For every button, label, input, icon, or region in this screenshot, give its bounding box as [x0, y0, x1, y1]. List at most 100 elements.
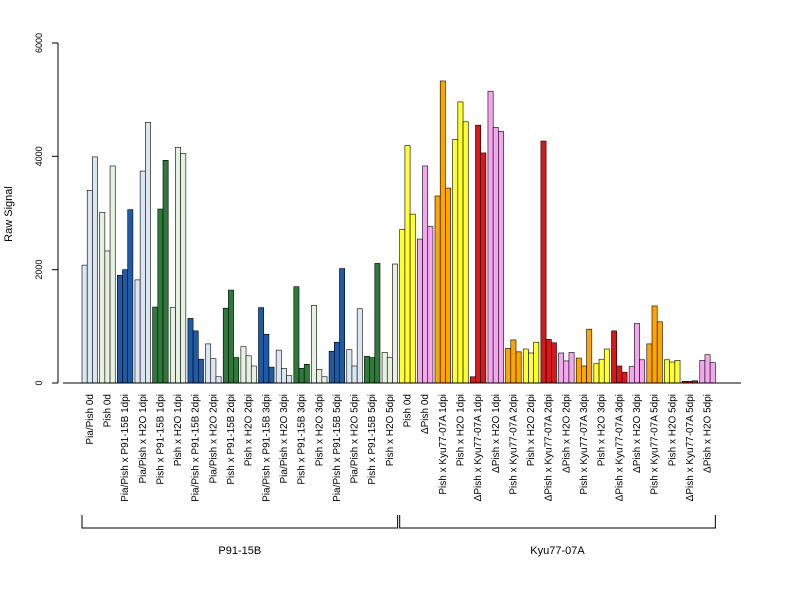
bar	[92, 156, 98, 384]
bar	[492, 127, 499, 384]
y-axis-label: Raw Signal	[3, 186, 15, 242]
bar	[245, 355, 252, 384]
x-tick-label: ΔPish x H2O 5dpi	[703, 394, 714, 473]
bar	[404, 145, 411, 384]
x-tick-label: Pish x Kyu77-07A 2dpi	[508, 394, 519, 495]
bar	[210, 358, 217, 384]
bar	[263, 333, 270, 384]
bar	[498, 131, 504, 384]
bar	[233, 357, 240, 384]
x-tick-label: Pia/Pish x H2O 5dpi	[350, 394, 361, 484]
bar	[275, 349, 282, 384]
bar	[664, 359, 670, 384]
bar	[303, 363, 310, 384]
y-axis: 0 2000 4000 6000	[34, 33, 59, 386]
group-bracket	[399, 515, 716, 529]
bar	[417, 238, 423, 384]
x-tick-label: ΔPish x H2O 3dpi	[632, 394, 643, 473]
bar	[399, 229, 406, 384]
bar	[298, 367, 305, 384]
bar	[639, 359, 646, 384]
bar	[392, 263, 398, 384]
bar	[162, 160, 169, 384]
x-tick-label: Pish x P91-15B 3dpi	[297, 394, 308, 485]
bar	[621, 371, 628, 384]
x-tick-label: Pia/Pish x P91-15B 1dpi	[120, 394, 131, 502]
bar	[169, 307, 176, 384]
bar	[540, 140, 547, 384]
bar	[374, 263, 381, 384]
bar	[240, 346, 247, 384]
bar	[669, 361, 676, 384]
bar	[81, 264, 88, 384]
bar	[628, 366, 635, 384]
bar	[321, 376, 328, 384]
bar	[568, 352, 575, 384]
x-tick-label: Pia/Pish x H2O 1dpi	[138, 394, 149, 484]
bar	[510, 339, 517, 384]
bar	[250, 365, 257, 384]
x-tick-label: ΔPish 0d	[420, 394, 431, 434]
bar	[192, 330, 199, 384]
bar	[346, 349, 353, 384]
x-tick-label: Pish x H2O 3dpi	[597, 394, 608, 466]
bar	[439, 80, 446, 384]
bar	[699, 360, 706, 384]
bar	[611, 330, 617, 384]
bar	[427, 226, 434, 384]
bar	[515, 351, 522, 384]
x-tick-label: Pish 0d	[403, 394, 414, 427]
y-tick-label: 6000	[34, 33, 44, 53]
x-tick-label: Pia/Pish x P91-15B 5dpi	[332, 394, 343, 502]
bar	[475, 124, 481, 384]
bar	[157, 208, 164, 384]
bar	[215, 376, 222, 384]
bar	[558, 352, 565, 384]
x-tick-label: Pish x H2O 1dpi	[455, 394, 466, 466]
bar	[145, 122, 151, 384]
x-tick-label: Pia/Pish 0d	[85, 394, 96, 445]
bar	[616, 365, 623, 384]
bar	[480, 152, 487, 384]
bar	[258, 307, 264, 384]
bar	[545, 339, 552, 384]
bar	[575, 357, 582, 384]
bar	[522, 348, 529, 384]
bar	[462, 121, 469, 384]
x-tick-label: ΔPish x H2O 1dpi	[491, 394, 502, 473]
x-tick-label: Pish x H2O 2dpi	[244, 394, 255, 466]
x-tick-label: ΔPish x H2O 2dpi	[561, 394, 572, 473]
bar	[222, 307, 229, 384]
bar	[122, 269, 128, 384]
bar	[651, 305, 658, 384]
bar	[581, 365, 587, 384]
x-tick-label: Pish 0d	[102, 394, 113, 427]
bar	[333, 341, 340, 384]
bar	[311, 305, 317, 384]
bar	[528, 352, 534, 384]
y-tick-label: 0	[34, 380, 44, 385]
bar	[593, 363, 600, 384]
bar	[139, 170, 146, 384]
bar	[586, 328, 593, 384]
bar	[452, 139, 459, 384]
bar	[286, 375, 293, 384]
bar	[152, 306, 159, 384]
bar	[369, 357, 376, 384]
bar	[328, 350, 335, 384]
group-label: Kyu77-07A	[530, 545, 585, 557]
bar	[228, 289, 234, 384]
x-tick-label: Pia/Pish x P91-15B 2dpi	[191, 394, 202, 502]
x-tick-label: Pia/Pish x P91-15B 3dpi	[261, 394, 272, 502]
bar	[198, 358, 204, 384]
bar	[409, 213, 416, 384]
bar	[109, 165, 116, 384]
bar	[533, 341, 540, 384]
bar	[674, 360, 681, 384]
x-tick-label: Pish x H2O 2dpi	[526, 394, 537, 466]
bar	[117, 275, 123, 384]
bar	[386, 357, 393, 384]
x-tick-label: Pish x H2O 5dpi	[667, 394, 678, 466]
x-tick-label: Pish x Kyu77-07A 1dpi	[438, 394, 449, 495]
